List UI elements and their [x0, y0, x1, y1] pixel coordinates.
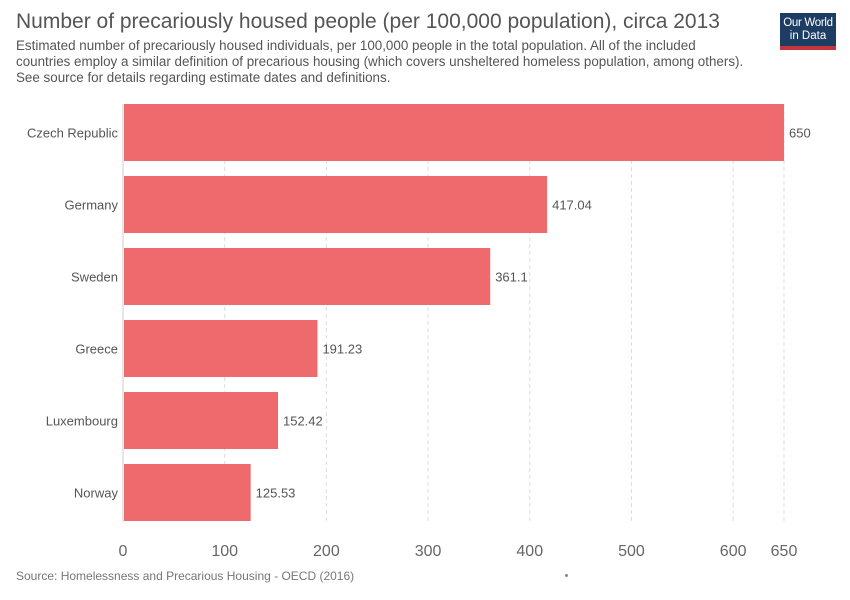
x-tick-label: 200: [313, 543, 340, 560]
value-label: 650: [789, 126, 811, 141]
x-tick-label: 650: [771, 543, 798, 560]
logo-line-1: Our World: [783, 17, 833, 29]
bar-greece: [124, 320, 318, 377]
chart-title: Number of precariously housed people (pe…: [16, 10, 720, 33]
chart-subtitle: Estimated number of precariously housed …: [16, 38, 744, 85]
value-label: 191.23: [322, 342, 362, 357]
logo-line-2: in Data: [789, 30, 827, 42]
grid-layer: [122, 104, 785, 522]
owid-logo[interactable]: Our World in Data: [780, 13, 836, 50]
bar-norway: [124, 464, 251, 521]
label-layer: 0 100 200 300 400 500 600 650 Czech Republic 650 G…: [27, 126, 811, 561]
x-tick-label: 100: [211, 543, 238, 560]
source-note: Source: Homelessness and Precarious Hous…: [16, 569, 355, 583]
bar-czech-republic: [124, 104, 784, 161]
value-label: 361.1: [495, 270, 528, 285]
footer-dot: [565, 574, 568, 577]
bar-luxembourg: [124, 392, 278, 449]
category-label: Luxembourg: [46, 414, 118, 429]
value-label: 125.53: [256, 486, 296, 501]
bar-layer: [124, 104, 784, 521]
logo-accent-bar: [780, 46, 836, 50]
category-label: Sweden: [71, 270, 118, 285]
category-label: Greece: [75, 342, 118, 357]
x-tick-label: 500: [618, 543, 645, 560]
category-label: Norway: [74, 486, 119, 501]
bar-germany: [124, 176, 548, 233]
category-label: Czech Republic: [27, 126, 119, 141]
value-label: 417.04: [552, 198, 592, 213]
category-label: Germany: [65, 198, 119, 213]
x-tick-label: 300: [415, 543, 442, 560]
value-label: 152.42: [283, 414, 323, 429]
x-tick-label: 600: [720, 543, 747, 560]
bar-sweden: [124, 248, 491, 305]
x-tick-label: 0: [119, 543, 128, 560]
x-tick-label: 400: [516, 543, 543, 560]
